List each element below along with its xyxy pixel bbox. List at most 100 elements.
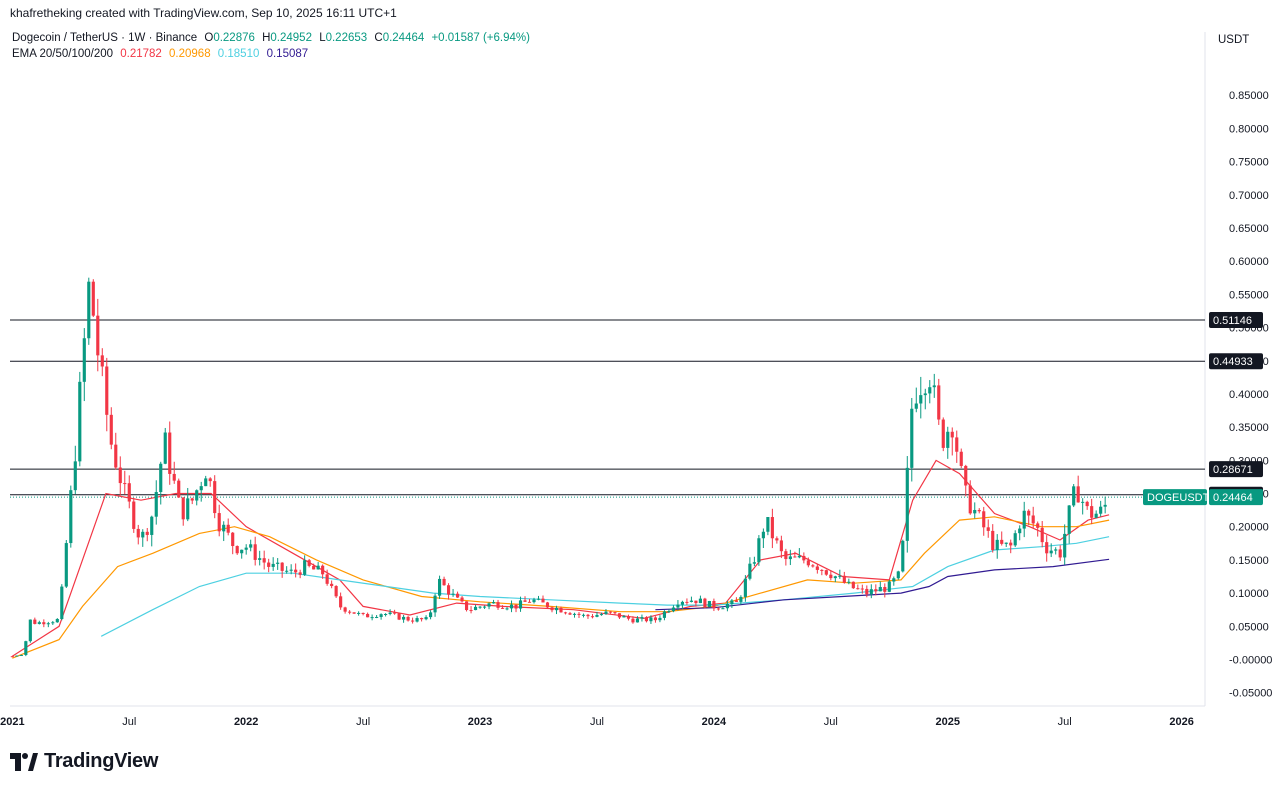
candle-body xyxy=(226,524,230,533)
tradingview-brand[interactable]: TradingView xyxy=(10,750,158,773)
candle-body xyxy=(856,588,860,590)
candle-body xyxy=(46,623,50,625)
candle-body xyxy=(559,607,563,613)
candle-body xyxy=(779,540,783,552)
candle-body xyxy=(523,600,527,602)
x-tick-label: Jul xyxy=(122,716,136,728)
ema50-value: 0.20968 xyxy=(169,48,211,60)
candle-body xyxy=(473,606,478,611)
candle-body xyxy=(1099,506,1103,514)
candle-body xyxy=(464,601,469,611)
candle-body xyxy=(154,492,158,517)
candle-body xyxy=(604,611,608,615)
candle-body xyxy=(393,612,397,614)
y-tick-label: 0.55000 xyxy=(1229,289,1269,301)
candle-body xyxy=(784,551,788,560)
candle-body xyxy=(199,486,203,491)
candle-body xyxy=(491,602,496,604)
candle-body xyxy=(770,517,774,539)
candle-body xyxy=(527,601,532,603)
candle-body xyxy=(51,622,55,624)
level-price-label: 0.44933 xyxy=(1213,356,1253,368)
candle-body xyxy=(820,569,824,571)
candle-body xyxy=(536,598,541,600)
symbol-name[interactable]: Dogecoin / TetherUS · 1W · Binance xyxy=(12,32,198,44)
candle-body xyxy=(244,547,248,550)
candle-body xyxy=(698,598,702,604)
candle-body xyxy=(1009,542,1013,546)
candle-body xyxy=(928,387,932,394)
candle-body xyxy=(757,538,761,563)
ema-line-3 xyxy=(100,536,1110,637)
candle-body xyxy=(892,578,896,582)
candle-body xyxy=(208,478,212,482)
candle-body xyxy=(1067,505,1071,534)
candle-body xyxy=(815,566,819,570)
candle-body xyxy=(96,315,100,356)
candle-body xyxy=(644,617,649,622)
candle-body xyxy=(69,490,73,544)
symbol-tag xyxy=(1143,489,1207,506)
candle-body xyxy=(312,565,316,570)
candle-body xyxy=(734,600,738,602)
candle-body xyxy=(950,431,954,438)
candle-body xyxy=(487,603,491,607)
ema20-value: 0.21782 xyxy=(120,48,162,60)
candle-body xyxy=(276,562,280,564)
candle-body xyxy=(500,607,505,609)
candle-body xyxy=(10,656,14,658)
candle-body xyxy=(680,601,684,605)
candle-body xyxy=(563,612,568,614)
candle-body xyxy=(833,576,837,579)
candle-body xyxy=(554,607,559,611)
candle-body xyxy=(150,516,154,535)
level-price-tag xyxy=(1209,461,1263,478)
y-tick-label: 0.35000 xyxy=(1229,422,1269,434)
candle-body xyxy=(181,497,185,520)
candle-body xyxy=(824,570,828,575)
candle-body xyxy=(253,544,257,560)
candle-body xyxy=(415,618,419,622)
candle-body xyxy=(595,614,599,617)
candle-body xyxy=(955,437,959,452)
symbol-legend: Dogecoin / TetherUS · 1W · Binance O0.22… xyxy=(12,32,534,44)
symbol-tag-label: DOGEUSDT xyxy=(1147,492,1210,504)
candle-body xyxy=(397,613,401,620)
candle-body xyxy=(217,513,221,532)
candle-body xyxy=(37,622,41,624)
x-tick-label: 2021 xyxy=(0,716,24,728)
candle-body xyxy=(280,562,284,571)
candle-body xyxy=(581,614,586,616)
candle-body xyxy=(24,641,28,655)
candle-body xyxy=(649,617,653,622)
candle-body xyxy=(298,572,302,575)
candle-body xyxy=(1022,510,1026,529)
candle-body xyxy=(145,531,149,535)
candle-body xyxy=(730,600,734,605)
candle-body xyxy=(712,600,716,609)
level-price-tag xyxy=(1209,311,1263,328)
y-tick-label: 0.20000 xyxy=(1229,522,1269,534)
close-value: 0.24464 xyxy=(382,32,425,44)
candle-body xyxy=(968,485,972,514)
ema-line-2 xyxy=(12,516,1110,659)
candle-body xyxy=(802,555,806,561)
candle-body xyxy=(172,473,176,481)
candle-body xyxy=(195,490,199,501)
candle-body xyxy=(123,483,127,485)
candle-body xyxy=(411,620,415,622)
candle-body xyxy=(653,617,658,621)
candle-body xyxy=(806,560,810,566)
candle-body xyxy=(348,611,352,613)
candle-body xyxy=(599,614,604,616)
y-tick-label: -0.00000 xyxy=(1229,655,1272,667)
open-label: O xyxy=(204,32,214,44)
candle-body xyxy=(671,607,676,612)
x-tick-label: Jul xyxy=(590,716,604,728)
candle-body xyxy=(725,604,729,609)
candle-body xyxy=(896,571,900,579)
x-tick-label: 2022 xyxy=(234,716,258,728)
ema-label[interactable]: EMA 20/50/100/200 xyxy=(12,48,114,60)
candle-body xyxy=(1040,527,1044,543)
